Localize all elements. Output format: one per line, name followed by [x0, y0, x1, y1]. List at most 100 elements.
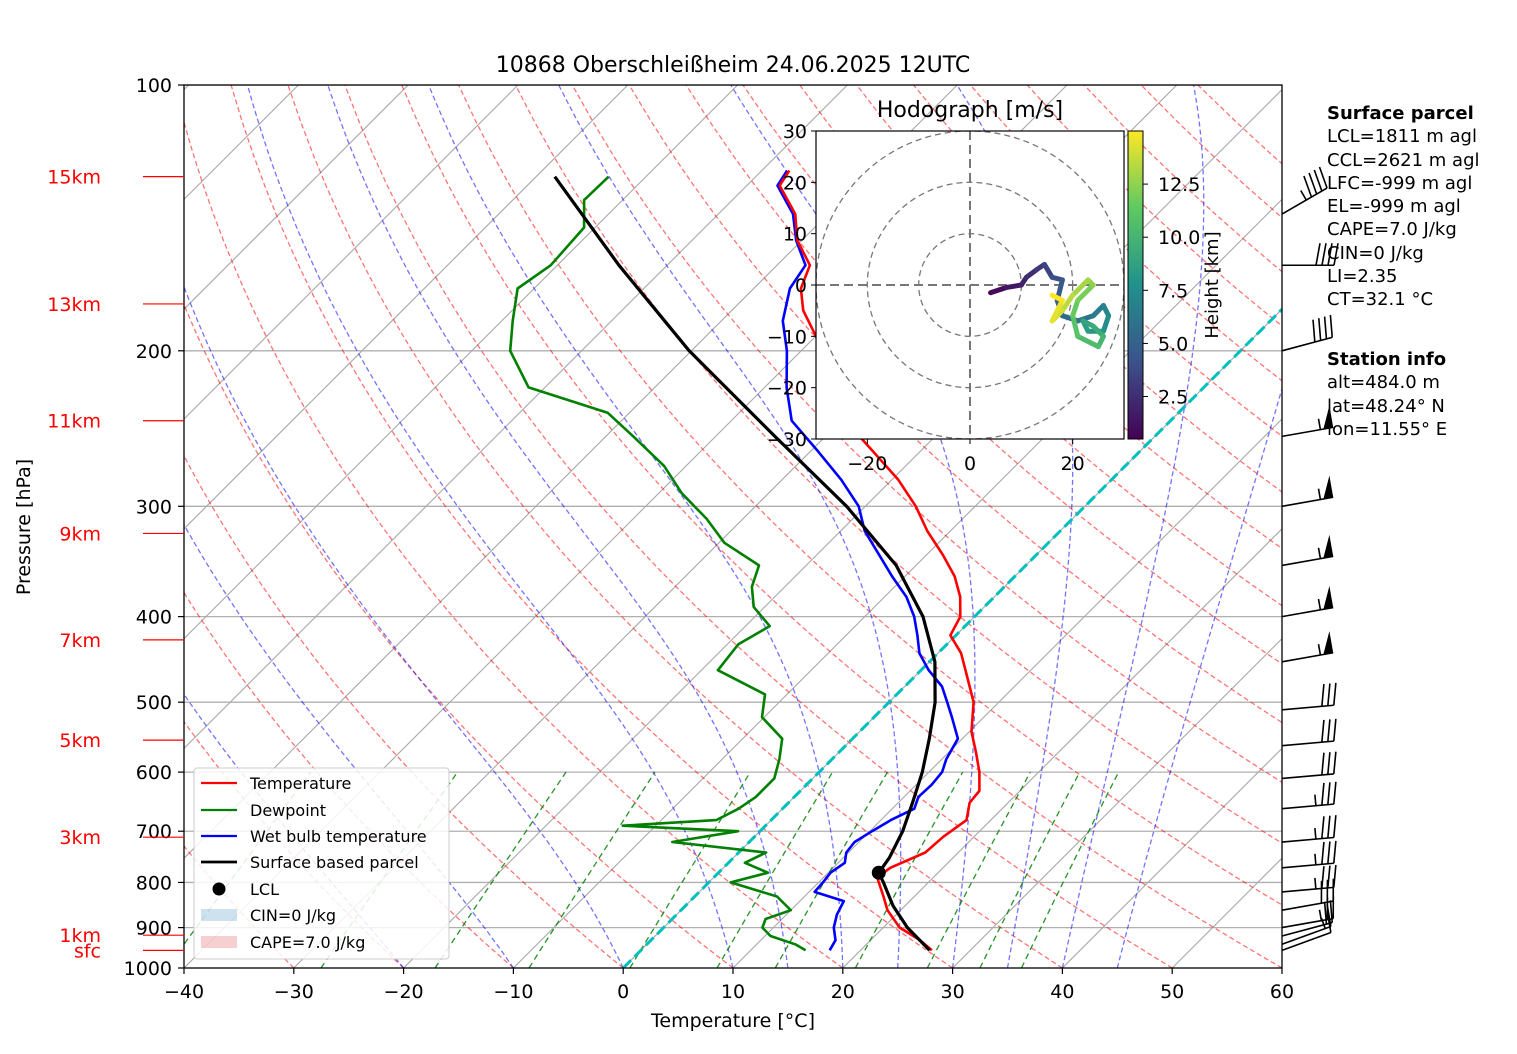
wind-barb-feather [1323, 316, 1328, 339]
height-marker-label: 5km [59, 730, 101, 752]
wind-barb-feather [1321, 752, 1325, 776]
wind-barb-half-feather [1317, 488, 1322, 500]
wind-barb-half-feather [1314, 853, 1317, 865]
legend-label-parcel: Surface based parcel [250, 853, 419, 872]
wind-barb-shaft [1281, 187, 1328, 215]
wind-barb-feather [1327, 243, 1333, 266]
isotherm-line [842, 528, 1282, 968]
surface-parcel-title: Surface parcel [1327, 103, 1474, 124]
isotherm-line [184, 85, 409, 310]
x-tick-label: 30 [941, 981, 965, 1003]
station-latitude: lat=48.24° N [1327, 395, 1445, 417]
legend-label-lcl: LCL [250, 880, 279, 899]
hodograph-y-tick-label: 0 [795, 275, 807, 297]
wind-barb-shaft [1281, 900, 1334, 911]
wind-barb-feather [1333, 243, 1339, 266]
mixing-ratio-line [926, 771, 1031, 968]
mixing-ratio-line [979, 771, 1081, 968]
legend-key-cin [201, 909, 237, 921]
y-tick-label: 400 [136, 607, 172, 629]
wind-barb [1281, 751, 1337, 780]
wind-barb-feather [1333, 781, 1337, 805]
hodograph-segment [1070, 297, 1081, 319]
wind-barb-feather [1327, 815, 1331, 839]
wind-barb-feather [1308, 172, 1318, 195]
wind-barb-half-feather [1300, 190, 1307, 201]
isotherm-line [184, 85, 519, 420]
surface-parcel-li: LI=2.35 [1327, 266, 1398, 288]
y-tick-label: 900 [136, 918, 172, 940]
wind-barb-feather [1329, 314, 1334, 338]
hodograph-segment [988, 285, 1009, 296]
legend-label-temperature: Temperature [249, 774, 351, 793]
wind-barb [1281, 718, 1337, 747]
y-tick-label: 300 [136, 496, 172, 518]
x-tick-label: 40 [1050, 981, 1074, 1003]
hodograph: Hodograph [m/s] −20 0 20 30 20 10 0 −10 −20 −30 2… [767, 98, 1223, 475]
hodograph-y-tick-label: −30 [767, 429, 807, 451]
height-marker-label: 1km [59, 925, 101, 947]
mixing-ratio-line [629, 771, 751, 968]
lcl-marker [871, 865, 886, 880]
wind-barb-half-feather [1318, 909, 1323, 921]
isotherm-line [184, 85, 629, 530]
parcel-line [553, 175, 937, 952]
y-tick-label: 1000 [124, 958, 172, 980]
wind-barb-feather [1318, 318, 1322, 341]
wind-barb-shaft [1281, 921, 1333, 937]
surface-parcel-cape: CAPE=7.0 J/kg [1327, 219, 1457, 241]
wind-barb-shaft [1281, 336, 1333, 352]
colorbar-label: Height [km] [1202, 231, 1223, 338]
mixing-ratio-line [716, 771, 834, 968]
dry-adiabat [401, 85, 1282, 968]
wind-barb-feather [1321, 683, 1325, 707]
wind-barb-feather [1321, 816, 1325, 839]
mixing-ratio-line [528, 771, 656, 968]
legend-key-lcl [212, 882, 226, 896]
hodograph-segment [1070, 277, 1091, 298]
colorbar-tick-label: 7.5 [1158, 280, 1188, 302]
station-altitude: alt=484.0 m [1327, 372, 1440, 394]
moist-adiabat [246, 85, 734, 968]
wind-barb-shaft [1281, 555, 1334, 567]
wind-barb-feather [1313, 169, 1323, 192]
wind-barb-feather [1333, 751, 1337, 774]
height-marker-label: 11km [47, 411, 101, 433]
wind-barb [1281, 475, 1334, 508]
wind-barb-shaft [1281, 836, 1334, 843]
profile-lines [508, 169, 981, 952]
wind-barb-shaft [1281, 803, 1334, 810]
wind-barb-feather [1333, 840, 1337, 864]
wind-barb-feather [1321, 841, 1325, 865]
dry-adiabat [287, 85, 1063, 968]
wind-barb-half-feather [1317, 418, 1322, 430]
wind-barb-pennant [1323, 534, 1334, 559]
y-tick-label: 200 [136, 341, 172, 363]
isotherm-line [184, 85, 738, 640]
legend: Temperature Dewpoint Wet bulb temperatur… [193, 767, 450, 960]
surface-parcel-ct: CT=32.1 °C [1327, 289, 1434, 311]
isotherm-line [732, 418, 1282, 968]
wind-barb-feather [1315, 243, 1321, 266]
surface-parcel-el: EL=-999 m agl [1327, 196, 1461, 218]
y-tick-label: 800 [136, 872, 172, 894]
wind-barb-feather [1327, 752, 1331, 775]
height-marker-label: 7km [59, 630, 101, 652]
wind-barb-feather [1312, 319, 1316, 343]
temperature-line [778, 169, 981, 952]
hodograph-y-tick-label: 20 [783, 172, 807, 194]
wind-barb [1281, 840, 1337, 869]
x-tick-label: 20 [831, 981, 855, 1003]
wind-barb-shaft [1281, 925, 1332, 946]
x-tick-label: −40 [164, 981, 204, 1003]
wind-barb [1281, 865, 1337, 893]
colorbar-ticks: 2.5 5.0 7.5 10.0 12.5 [1143, 174, 1200, 409]
wind-barb-feather [1321, 782, 1325, 806]
moist-adiabat [558, 85, 902, 968]
wind-barb-feather [1321, 243, 1327, 266]
wind-barb-feather [1321, 719, 1325, 743]
hodograph-y-tick-label: 10 [783, 224, 807, 246]
mixing-ratio-line [1020, 771, 1120, 968]
wind-barb [1281, 682, 1337, 711]
